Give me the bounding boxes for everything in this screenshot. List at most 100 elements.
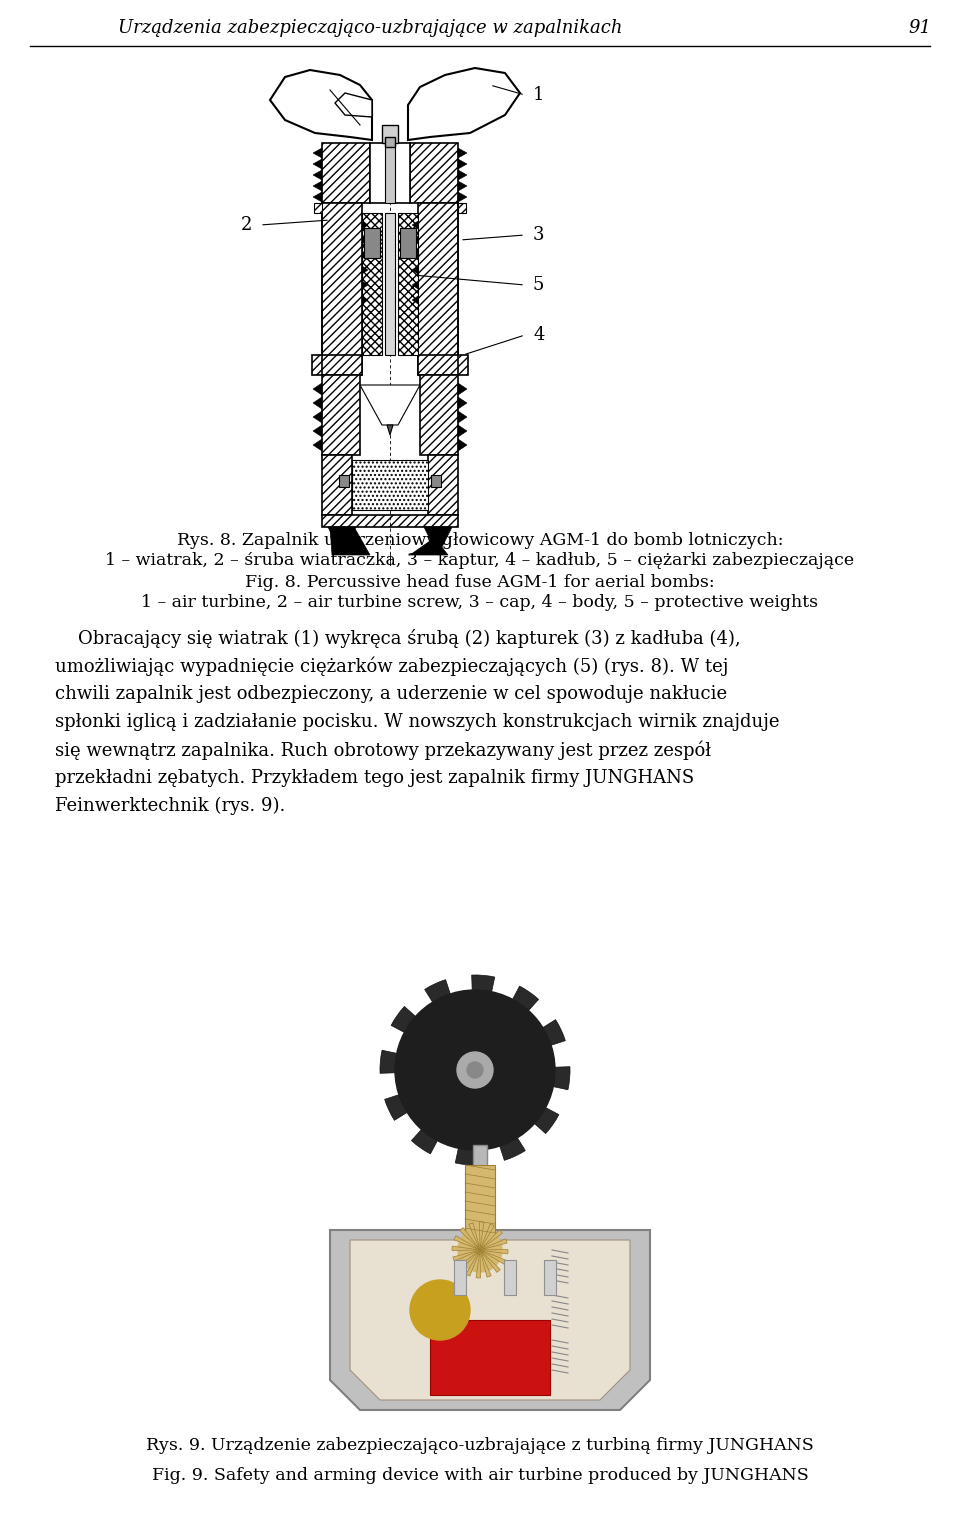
Polygon shape [364, 228, 380, 259]
Polygon shape [410, 526, 450, 555]
Wedge shape [480, 1224, 494, 1250]
Polygon shape [458, 170, 467, 181]
Polygon shape [330, 526, 370, 555]
Polygon shape [458, 159, 467, 168]
Circle shape [467, 1062, 483, 1079]
Polygon shape [382, 125, 398, 142]
Circle shape [457, 1053, 493, 1088]
Polygon shape [328, 526, 356, 555]
Polygon shape [458, 191, 467, 202]
Wedge shape [455, 1069, 478, 1164]
Polygon shape [313, 425, 322, 438]
Text: Fig. 8. Percussive head fuse AGM-1 for aerial bombs:: Fig. 8. Percussive head fuse AGM-1 for a… [245, 574, 715, 591]
Text: 5: 5 [533, 275, 544, 294]
Wedge shape [475, 987, 539, 1069]
Text: 1: 1 [533, 86, 544, 104]
Polygon shape [473, 1144, 487, 1239]
Wedge shape [475, 1019, 565, 1069]
Polygon shape [458, 181, 467, 191]
Polygon shape [428, 454, 458, 516]
Wedge shape [480, 1250, 506, 1264]
Wedge shape [475, 1066, 570, 1089]
Text: 4: 4 [533, 326, 544, 344]
Polygon shape [350, 1239, 630, 1400]
Polygon shape [352, 461, 428, 509]
Polygon shape [430, 1320, 550, 1395]
Polygon shape [412, 236, 418, 243]
Wedge shape [480, 1250, 492, 1278]
Polygon shape [458, 203, 466, 213]
Polygon shape [458, 382, 467, 395]
Circle shape [458, 1229, 502, 1271]
Text: przekładni zębatych. Przykładem tego jest zapalnik firmy JUNGHANS: przekładni zębatych. Przykładem tego jes… [55, 770, 694, 786]
Text: Rys. 9. Urządzenie zabezpieczająco-uzbrajające z turbiną firmy JUNGHANS: Rys. 9. Urządzenie zabezpieczająco-uzbra… [146, 1437, 814, 1453]
Wedge shape [475, 1069, 525, 1160]
Text: Rys. 8. Zapalnik uderzeniowy głowicowy AGM-1 do bomb lotniczych:: Rys. 8. Zapalnik uderzeniowy głowicowy A… [177, 531, 783, 548]
Text: 1 – wiatrak, 2 – śruba wiatraczka, 3 – kaptur, 4 – kadłub, 5 – ciężarki zabezpie: 1 – wiatrak, 2 – śruba wiatraczka, 3 – k… [106, 551, 854, 569]
Wedge shape [480, 1239, 507, 1250]
Polygon shape [410, 142, 458, 203]
Polygon shape [313, 382, 322, 395]
Wedge shape [458, 1250, 480, 1270]
Circle shape [410, 1281, 470, 1340]
Wedge shape [412, 1069, 475, 1154]
Polygon shape [312, 355, 362, 375]
Polygon shape [398, 213, 418, 355]
Polygon shape [424, 526, 452, 555]
Polygon shape [313, 439, 322, 451]
Text: Feinwerktechnik (rys. 9).: Feinwerktechnik (rys. 9). [55, 797, 285, 815]
Polygon shape [408, 67, 520, 141]
Text: chwili zapalnik jest odbezpieczony, a uderzenie w cel spowoduje nakłucie: chwili zapalnik jest odbezpieczony, a ud… [55, 685, 727, 702]
Polygon shape [418, 355, 468, 375]
Polygon shape [544, 1261, 556, 1294]
Text: 1 – air turbine, 2 – air turbine screw, 3 – cap, 4 – body, 5 – protective weight: 1 – air turbine, 2 – air turbine screw, … [141, 594, 819, 610]
Polygon shape [504, 1261, 516, 1294]
Polygon shape [387, 425, 393, 435]
Polygon shape [385, 142, 395, 203]
Polygon shape [385, 213, 395, 355]
Polygon shape [362, 282, 368, 289]
Polygon shape [431, 474, 441, 487]
Wedge shape [452, 1245, 480, 1250]
Polygon shape [400, 228, 416, 259]
Wedge shape [476, 1250, 481, 1278]
Wedge shape [468, 1222, 480, 1250]
Polygon shape [412, 251, 418, 259]
Polygon shape [458, 425, 467, 438]
Text: Urządzenia zabezpieczająco-uzbrajające w zapalnikach: Urządzenia zabezpieczająco-uzbrajające w… [118, 18, 622, 37]
Wedge shape [424, 979, 475, 1069]
Polygon shape [322, 203, 362, 375]
Polygon shape [322, 454, 352, 516]
Text: spłonki iglicą i zadziałanie pocisku. W nowszych konstrukcjach wirnik znajduje: spłonki iglicą i zadziałanie pocisku. W … [55, 713, 780, 731]
Polygon shape [412, 266, 418, 274]
Polygon shape [412, 220, 418, 230]
Wedge shape [480, 1250, 500, 1273]
Wedge shape [454, 1236, 480, 1250]
Polygon shape [362, 251, 368, 259]
Wedge shape [480, 1230, 502, 1250]
Polygon shape [362, 236, 368, 243]
Text: umożliwiając wypadnięcie ciężarków zabezpieczających (5) (rys. 8). W tej: umożliwiając wypadnięcie ciężarków zabez… [55, 656, 729, 676]
Wedge shape [460, 1227, 480, 1250]
Wedge shape [466, 1250, 480, 1276]
Polygon shape [412, 282, 418, 289]
Polygon shape [362, 295, 368, 304]
Polygon shape [458, 439, 467, 451]
Wedge shape [453, 1250, 480, 1261]
Text: 2: 2 [241, 216, 252, 234]
Circle shape [395, 990, 555, 1151]
Wedge shape [480, 1250, 508, 1255]
Polygon shape [412, 295, 418, 304]
Polygon shape [322, 142, 370, 203]
Text: 91: 91 [908, 18, 931, 37]
Polygon shape [314, 203, 322, 213]
Polygon shape [322, 375, 360, 454]
Text: się wewnątrz zapalnika. Ruch obrotowy przekazywany jest przez zespół: się wewnątrz zapalnika. Ruch obrotowy pr… [55, 741, 711, 760]
Polygon shape [362, 213, 382, 355]
Polygon shape [458, 396, 467, 409]
Polygon shape [420, 375, 458, 454]
Wedge shape [380, 1050, 475, 1074]
Polygon shape [313, 170, 322, 181]
Polygon shape [313, 191, 322, 202]
Polygon shape [418, 203, 458, 375]
